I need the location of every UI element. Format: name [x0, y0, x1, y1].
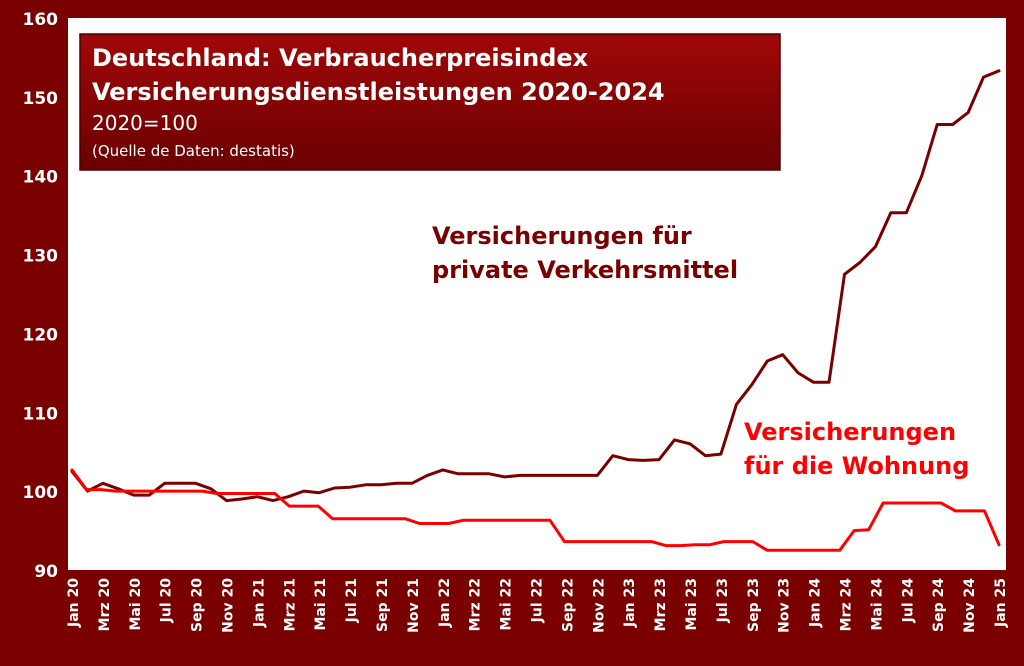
y-tick-label-150: 150: [23, 89, 59, 109]
x-tick-label-17: Nov 22: [591, 578, 607, 633]
x-tick-label-29: Nov 24: [962, 578, 978, 633]
x-tick-label-7: Mrz 21: [282, 578, 298, 631]
x-tick-label-12: Jan 22: [437, 578, 453, 628]
series-line-wohnung: [70, 468, 1001, 552]
chart-title-line-1: Deutschland: Verbraucherpreisindex: [92, 44, 589, 72]
x-tick-label-0: Jan 20: [66, 578, 82, 628]
x-tick-label-2: Mai 20: [128, 578, 144, 631]
x-tick-label-24: Jan 24: [808, 578, 824, 628]
series-label-verkehr-line-1: Versicherungen für: [432, 222, 692, 250]
axis-layer: 90 100 110 120 130 140 150 160 Jan 20 Mrz 20 Mai 2…: [23, 10, 1010, 633]
x-tick-label-27: Jul 24: [900, 578, 916, 624]
x-tick-label-26: Mai 24: [869, 578, 885, 631]
x-tick-label-13: Mrz 22: [468, 578, 484, 631]
x-tick-label-20: Mai 23: [684, 578, 700, 631]
x-tick-label-10: Sep 21: [375, 578, 391, 632]
series-label-wohnung: Versicherungen für die Wohnung: [744, 418, 969, 480]
y-tick-label-110: 110: [23, 404, 59, 424]
x-tick-label-4: Sep 20: [190, 578, 206, 632]
y-tick-label-140: 140: [23, 168, 59, 188]
y-tick-label-90: 90: [34, 562, 58, 582]
x-tick-label-25: Mrz 24: [839, 578, 855, 632]
series-label-wohnung-line-2: für die Wohnung: [744, 452, 969, 480]
series-line-verkehr: [70, 69, 1001, 503]
x-tick-label-6: Jan 21: [251, 578, 267, 628]
series-label-verkehr: Versicherungen für private Verkehrsmitte…: [432, 222, 738, 284]
title-box-bg: [79, 33, 781, 171]
x-tick-label-19: Mrz 23: [653, 578, 669, 631]
series-label-verkehr-line-2: private Verkehrsmittel: [432, 256, 738, 284]
x-tick-label-11: Nov 21: [406, 578, 422, 633]
x-tick-label-23: Nov 23: [777, 578, 793, 633]
series-layer: [70, 69, 1001, 552]
x-tick-label-14: Mai 22: [499, 578, 515, 631]
series-label-wohnung-line-1: Versicherungen: [744, 418, 956, 446]
x-tick-label-8: Mai 21: [313, 578, 329, 631]
x-tick-label-3: Jul 20: [159, 578, 175, 624]
x-tick-label-22: Sep 23: [746, 578, 762, 632]
chart-title-line-2: Versicherungsdienstleistungen 2020-2024: [92, 78, 665, 106]
title-box: Deutschland: Verbraucherpreisindex Versi…: [79, 33, 781, 171]
y-tick-label-130: 130: [23, 247, 59, 267]
y-tick-label-120: 120: [23, 325, 59, 345]
x-tick-label-21: Jul 23: [715, 578, 731, 623]
x-tick-label-5: Nov 20: [221, 578, 237, 633]
x-tick-label-16: Sep 22: [560, 578, 576, 632]
chart-source: (Quelle de Daten: destatis): [92, 142, 295, 160]
x-tick-label-30: Jan 25: [993, 578, 1009, 628]
y-tick-label-160: 160: [23, 10, 59, 30]
x-tick-label-1: Mrz 20: [97, 578, 113, 632]
x-tick-label-18: Jan 23: [622, 578, 638, 628]
chart-subtitle: 2020=100: [92, 111, 198, 135]
x-tick-label-15: Jul 22: [530, 578, 546, 623]
x-tick-label-28: Sep 24: [931, 578, 947, 632]
x-tick-label-9: Jul 21: [344, 578, 360, 623]
y-tick-label-100: 100: [23, 483, 59, 503]
